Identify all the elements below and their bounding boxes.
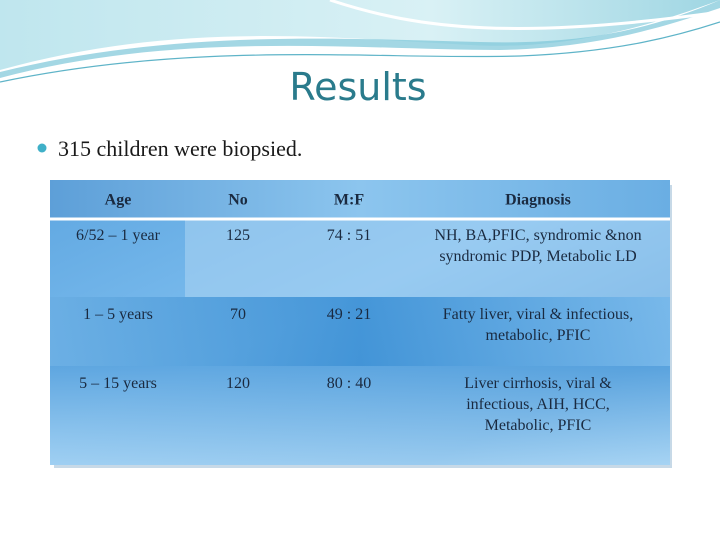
wave: [0, 0, 720, 70]
wave-line: [0, 21, 720, 83]
row-band: [185, 220, 670, 297]
row-band: [50, 297, 670, 366]
diagnosis-line: Liver cirrhosis, viral &: [464, 375, 612, 392]
cell: 74 : 51: [327, 227, 371, 244]
header-cell: Age: [105, 192, 132, 209]
table-cells: Age No M:F Diagnosis 6/52 – 1 year 125 74 : 51…: [76, 192, 642, 434]
cell: 5 – 15 years: [79, 375, 157, 392]
diagnosis-line: infectious, AIH, HCC,: [466, 396, 610, 413]
cell: 1 – 5 years: [83, 306, 153, 323]
cell: 80 : 40: [327, 375, 371, 392]
cell: 70: [230, 306, 246, 323]
row-band: [50, 366, 670, 465]
diagnosis-line: Fatty liver, viral & infectious,: [443, 306, 633, 323]
header-cell: M:F: [334, 192, 364, 209]
slide-title: Results: [289, 65, 426, 109]
header-row: [50, 180, 670, 218]
header-cell: Diagnosis: [505, 192, 571, 209]
cell: 120: [226, 375, 250, 392]
bullet-dot: [37, 143, 47, 153]
header-cell: No: [228, 192, 248, 209]
diagnosis-line: metabolic, PFIC: [486, 327, 591, 344]
diagnosis-line: Metabolic, PFIC: [485, 417, 592, 434]
cell: 49 : 21: [327, 306, 371, 323]
bullet-text: 315 children were biopsied.: [58, 136, 302, 161]
wave-line: [329, 0, 720, 31]
diagnosis-line: NH, BA,PFIC, syndromic &non: [434, 227, 641, 244]
cell: 6/52 – 1 year: [76, 227, 161, 244]
cell: 125: [226, 227, 250, 244]
diagnosis-line: syndromic PDP, Metabolic LD: [439, 248, 636, 265]
wave: [0, 0, 720, 78]
